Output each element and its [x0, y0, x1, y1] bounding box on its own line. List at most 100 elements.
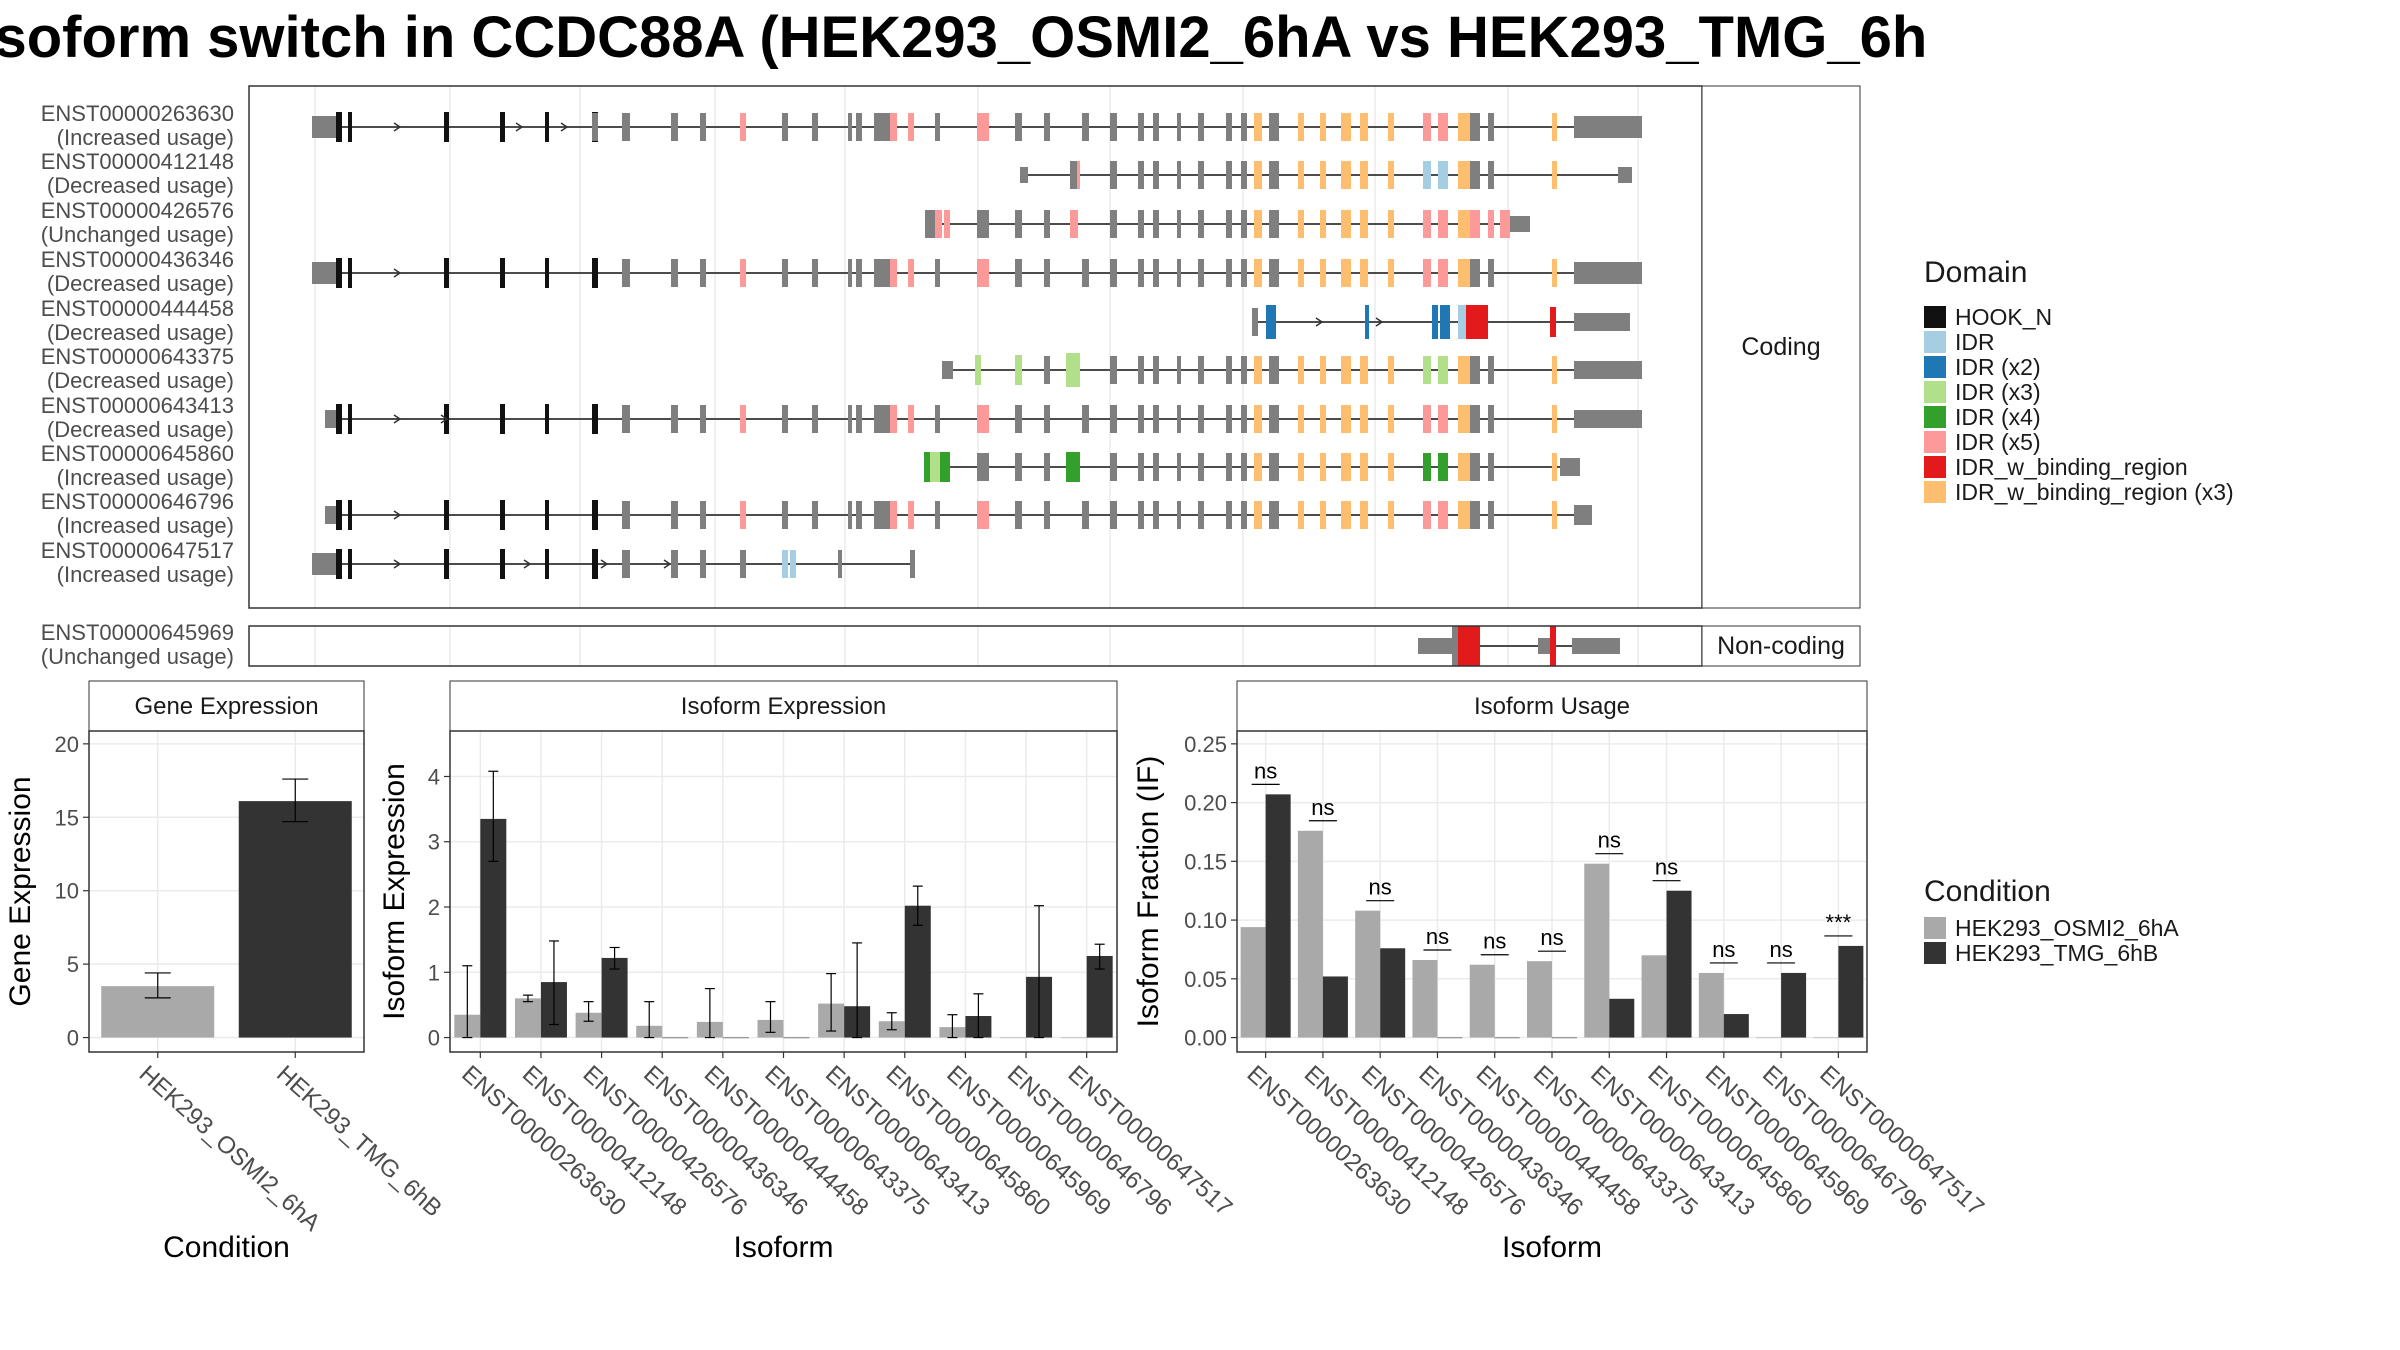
bar [1000, 1037, 1027, 1039]
exon [1138, 405, 1144, 433]
exon [312, 262, 336, 284]
exon [1110, 210, 1117, 238]
exon [1388, 161, 1394, 189]
transcript-id-label: ENST00000643413 [41, 393, 234, 418]
exon [1552, 161, 1557, 189]
exon [1488, 210, 1494, 238]
exon [1252, 308, 1258, 336]
exon [1423, 501, 1431, 529]
exon [622, 113, 630, 141]
exon [671, 501, 678, 529]
bar [1781, 972, 1807, 1038]
coding-panel-bg [249, 86, 1702, 608]
exon [1423, 161, 1431, 189]
y-tick-label: 0.15 [1184, 849, 1227, 874]
transcript-id-label: ENST00000645969 [41, 620, 234, 645]
exon [1070, 161, 1078, 189]
exon [848, 113, 852, 141]
chart-strip [1236, 680, 1868, 732]
exon [1438, 259, 1448, 287]
transcript-id-label: ENST00000436346 [41, 247, 234, 272]
exon [336, 112, 342, 142]
exon [444, 500, 449, 530]
transcript-usage-label: (Decreased usage) [47, 271, 234, 296]
exon [1198, 453, 1204, 481]
exon [336, 549, 342, 579]
exon [545, 258, 549, 288]
exon [856, 113, 862, 141]
exon [1015, 405, 1022, 433]
bar [1240, 927, 1266, 1038]
exon [500, 258, 505, 288]
exon [1241, 259, 1247, 287]
page-title: e isoform switch in CCDC88A (HEK293_OSMI… [0, 5, 1928, 70]
exon [1070, 210, 1078, 238]
exon [671, 259, 678, 287]
exon [1500, 210, 1510, 238]
exon [592, 113, 598, 141]
exon [935, 501, 940, 529]
exon [1488, 453, 1494, 481]
transcript-id-label: ENST00000647517 [41, 538, 234, 563]
exon [348, 404, 352, 434]
coding-strip-label: Coding [1741, 333, 1820, 361]
chart-title: Isoform Expression [681, 693, 886, 720]
exon [545, 549, 549, 579]
exon [1138, 210, 1144, 238]
exon [622, 550, 630, 578]
exon [1388, 453, 1394, 481]
legend-label: IDR (x2) [1955, 354, 2041, 380]
exon [1320, 453, 1326, 481]
exon [1552, 356, 1557, 384]
exon [1341, 161, 1351, 189]
exon [1226, 259, 1232, 287]
exon [1015, 210, 1022, 238]
strand-arrow [663, 559, 672, 569]
exon [1110, 501, 1117, 529]
exon [1177, 210, 1181, 238]
exon [977, 405, 989, 433]
exon [1226, 210, 1232, 238]
exon [740, 501, 746, 529]
exon [1458, 626, 1480, 666]
exon [1226, 501, 1232, 529]
exon [1341, 453, 1351, 481]
y-axis-title: Isoform Fraction (IF) [1132, 756, 1165, 1028]
x-axis-title: Isoform [733, 1231, 833, 1264]
exon [1269, 259, 1279, 287]
exon [1320, 356, 1326, 384]
exon [1470, 453, 1480, 481]
exon [848, 405, 852, 433]
y-tick-label: 0.05 [1184, 967, 1227, 992]
exon [500, 404, 505, 434]
exon [1560, 458, 1580, 476]
exon [1298, 356, 1304, 384]
significance-label: ns [1483, 929, 1506, 954]
y-axis-title: Gene Expression [4, 776, 37, 1006]
transcript-usage-label: (Decreased usage) [47, 417, 234, 442]
exon [1488, 259, 1494, 287]
exon [1044, 453, 1050, 481]
exon [1044, 113, 1050, 141]
exon [1254, 259, 1262, 287]
exon [856, 405, 862, 433]
strand-arrow [600, 559, 609, 569]
exon [1360, 405, 1368, 433]
exon [1241, 501, 1247, 529]
bar [1723, 1014, 1749, 1038]
exon [1423, 210, 1431, 238]
exon [1044, 356, 1050, 384]
exon [1138, 259, 1144, 287]
transcript-id-label: ENST00000645860 [41, 441, 234, 466]
exon [1198, 405, 1204, 433]
strand-arrow [393, 414, 402, 424]
exon [1110, 161, 1117, 189]
noncoding-strip-label: Non-coding [1717, 632, 1845, 660]
exon [1044, 259, 1050, 287]
significance-label: ns [1769, 937, 1792, 962]
exon [1198, 501, 1204, 529]
noncoding-structure [1418, 626, 1620, 666]
exon [1360, 501, 1368, 529]
exon [444, 258, 449, 288]
exon [1341, 356, 1351, 384]
